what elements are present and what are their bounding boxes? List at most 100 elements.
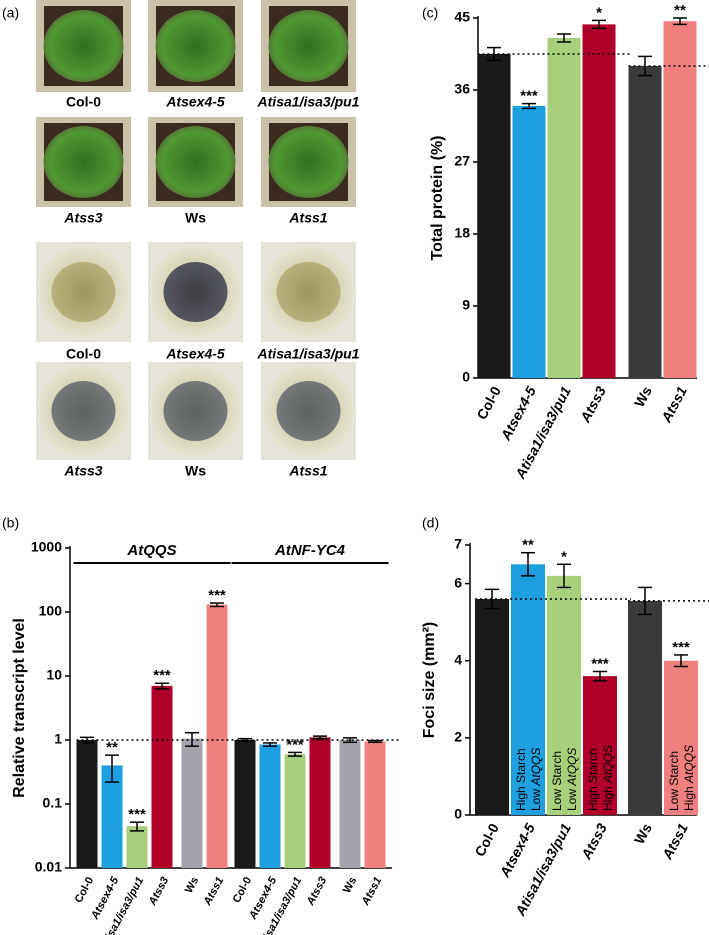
bar (547, 38, 581, 378)
bar-text: Low Starch (550, 751, 564, 811)
photo-rosette (163, 262, 228, 322)
bar-text-gene: AtQQS (565, 748, 579, 787)
y-axis-label: Total protein (%) (429, 135, 446, 260)
x-tick-label: Ws (631, 383, 655, 409)
y-axis-label: Foci size (mm²) (421, 622, 438, 738)
x-tick-label: Ws (341, 875, 359, 895)
photo-label: Atss1 (288, 210, 327, 226)
bar-text-gene: AtQQS (682, 745, 696, 784)
x-tick-label: Atss3 (577, 820, 610, 862)
bar-text-gene: AtQQS (601, 745, 615, 784)
x-tick-label: Atss3 (304, 875, 329, 908)
x-tick-label: Ws (631, 820, 655, 846)
photo-plant (155, 10, 236, 82)
bar-text-level: Low (565, 789, 579, 811)
bar (628, 66, 662, 378)
bar-text: High Starch (586, 748, 600, 811)
y-tick-label: 0.01 (35, 859, 62, 875)
significance: ** (674, 2, 686, 19)
significance: *** (208, 587, 226, 604)
photo-label: Ws (185, 210, 206, 226)
bar (234, 740, 256, 868)
photo-rosette (51, 381, 116, 441)
y-tick-label: 6 (454, 574, 462, 590)
bar-text: High Starch (514, 748, 528, 811)
x-tick-label: Col-0 (471, 820, 502, 859)
photo-label: Col-0 (66, 346, 101, 362)
photo-plant (155, 126, 236, 198)
y-tick-label: 2 (454, 729, 462, 745)
panel-label: (c) (422, 5, 438, 21)
panel-label: (a) (2, 5, 19, 21)
bar-text: Low AtQQS (565, 748, 579, 811)
photo-rosette (276, 262, 341, 322)
x-tick-label: Col-0 (231, 875, 255, 905)
bar-text: Low AtQQS (529, 748, 543, 811)
y-tick-label: 18 (454, 225, 470, 241)
significance: ** (522, 537, 534, 554)
bar (664, 660, 698, 815)
significance: * (561, 548, 567, 565)
significance: *** (153, 667, 171, 684)
bar (475, 599, 509, 815)
bar (547, 575, 581, 815)
bar (76, 740, 98, 868)
y-axis-label: Relative transcript level (11, 618, 28, 798)
y-tick-label: 1000 (31, 539, 62, 555)
photo-rosette (276, 381, 341, 441)
y-tick-label: 45 (454, 9, 470, 25)
bar-text-level: High (682, 786, 696, 811)
y-tick-label: 0 (462, 369, 470, 385)
panel-label: (b) (2, 515, 19, 531)
significance: *** (672, 639, 690, 656)
y-tick-label: 10 (46, 667, 62, 683)
bar (206, 604, 228, 868)
y-tick-label: 4 (454, 651, 462, 667)
y-tick-label: 7 (454, 536, 462, 552)
x-tick-label: Col-0 (473, 383, 504, 422)
bar (477, 54, 511, 378)
bar (181, 738, 203, 868)
significance: *** (286, 736, 304, 753)
x-tick-label: Col-0 (73, 875, 97, 905)
photo-label: Atss3 (63, 210, 102, 226)
bar (628, 600, 662, 815)
y-tick-label: 36 (454, 81, 470, 97)
photo-plant (43, 10, 124, 82)
photo-label: Atisa1/isa3/pu1 (257, 346, 360, 362)
x-tick-label: Atss1 (657, 383, 690, 425)
y-tick-label: 0.1 (43, 795, 63, 811)
bar (126, 826, 148, 868)
bar (259, 744, 281, 868)
group-label: AtNF-YC4 (274, 542, 346, 559)
bar-text-level: High (601, 786, 615, 811)
photo-rosette (163, 381, 228, 441)
bar (284, 754, 306, 868)
significance: *** (520, 88, 538, 105)
x-tick-label: Ws (183, 875, 201, 895)
bar (511, 564, 545, 815)
photo-label: Atsex4-5 (165, 346, 225, 362)
bar (339, 740, 361, 868)
significance: *** (128, 806, 146, 823)
photo-label: Atsex4-5 (165, 94, 225, 110)
photo-plant (43, 126, 124, 198)
bar (583, 676, 617, 815)
photo-label: Col-0 (66, 94, 101, 110)
y-tick-label: 100 (39, 603, 63, 619)
photo-label: Atss1 (288, 463, 327, 479)
bar-text: Low Starch (667, 751, 681, 811)
photo-label: Ws (185, 463, 206, 479)
bar (309, 737, 331, 868)
significance: *** (591, 655, 609, 672)
x-tick-label: Atss3 (146, 875, 171, 908)
significance: * (596, 4, 602, 21)
photo-label: Atss3 (63, 463, 102, 479)
x-tick-label: Atss1 (201, 875, 226, 908)
bar (582, 24, 616, 379)
photo-rosette (51, 262, 116, 322)
y-tick-label: 0 (454, 806, 462, 822)
y-tick-label: 1 (54, 731, 62, 747)
photo-plant (268, 10, 349, 82)
